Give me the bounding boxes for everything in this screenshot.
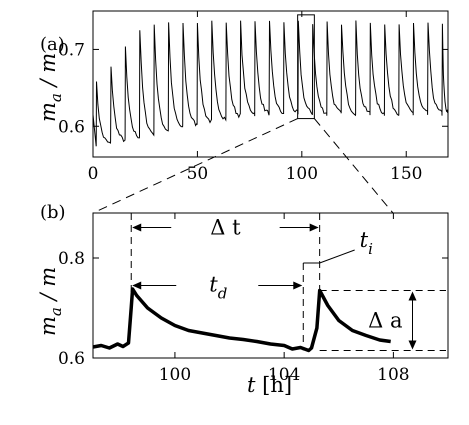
panel-b-frame bbox=[92, 212, 449, 359]
delta-a-label: Δ a bbox=[368, 309, 402, 333]
panel-a-y-axis-label: ma / m bbox=[36, 53, 65, 122]
panel-a: (a) 0 50 100 150 0.6 0.7 ma / m bbox=[36, 10, 449, 184]
panel-a-x-tick-label: 50 bbox=[187, 164, 209, 184]
panel-a-x-ticks: 0 50 100 150 bbox=[88, 11, 422, 184]
panel-b-y-ticks: 0.6 0.8 bbox=[58, 249, 448, 369]
t-i-label-main: t bbox=[360, 228, 369, 252]
panel-b-x-label-var: t bbox=[247, 373, 256, 397]
panel-a-x-tick-label: 150 bbox=[390, 164, 422, 184]
panel-b-y-label-rest: / m bbox=[36, 267, 60, 307]
delta-t-label: Δ t bbox=[210, 216, 241, 240]
panel-b-x-tick-label: 100 bbox=[159, 365, 191, 385]
panel-a-x-tick-label: 100 bbox=[286, 164, 318, 184]
t-d-arrowhead-right bbox=[293, 281, 303, 290]
panel-b-label: (b) bbox=[40, 202, 66, 223]
panel-a-y-label-rest: / m bbox=[36, 53, 60, 93]
zoom-connector-right bbox=[313, 118, 394, 214]
t-d-label: td bbox=[209, 273, 227, 303]
panel-b-annotations bbox=[130, 213, 446, 351]
panel-b-y-tick-label: 0.8 bbox=[58, 249, 85, 269]
t-i-leader bbox=[319, 249, 355, 264]
panel-a-y-label-main: m bbox=[36, 102, 60, 122]
delta-a-arrowhead-top bbox=[408, 291, 417, 301]
panel-b-x-tick-label: 104 bbox=[268, 365, 300, 385]
t-d-label-main: t bbox=[209, 273, 218, 297]
delta-a-arrowhead-bottom bbox=[408, 340, 417, 350]
zoom-box bbox=[297, 14, 315, 120]
t-i-label: ti bbox=[360, 228, 373, 258]
panel-b-series-line bbox=[92, 287, 391, 353]
panel-a-y-label-sub: a bbox=[47, 93, 65, 102]
panel-b-y-tick-label: 0.6 bbox=[58, 349, 85, 369]
panel-a-series-line bbox=[92, 20, 449, 147]
t-d-label-sub: d bbox=[218, 285, 228, 303]
panel-b: (b) 100 104 108 0.60.8 ma / m t [h] Δ t td… bbox=[36, 202, 449, 397]
panel-a-x-tick-label: 0 bbox=[88, 164, 99, 184]
panel-a-label: (a) bbox=[40, 34, 65, 55]
panel-a-y-tick-label: 0.6 bbox=[58, 117, 85, 137]
panel-b-x-label-unit: [h] bbox=[255, 373, 292, 397]
delta-t-arrowhead-left bbox=[132, 223, 142, 232]
panel-a-y-tick-label: 0.7 bbox=[58, 40, 85, 60]
panel-b-x-axis-label: t [h] bbox=[247, 373, 292, 397]
t-d-arrowhead-left bbox=[132, 281, 142, 290]
panel-b-x-tick-label: 108 bbox=[377, 365, 409, 385]
panel-a-frame bbox=[92, 10, 449, 158]
panel-b-y-axis-label: ma / m bbox=[36, 267, 65, 336]
t-i-label-sub: i bbox=[368, 240, 373, 258]
panel-b-x-ticks: 100 104 108 bbox=[159, 213, 410, 385]
zoom-connector-left bbox=[92, 118, 298, 214]
panel-b-y-label-main: m bbox=[36, 316, 60, 336]
delta-t-arrowhead-right bbox=[309, 223, 319, 232]
panel-b-y-label-sub: a bbox=[47, 307, 65, 316]
